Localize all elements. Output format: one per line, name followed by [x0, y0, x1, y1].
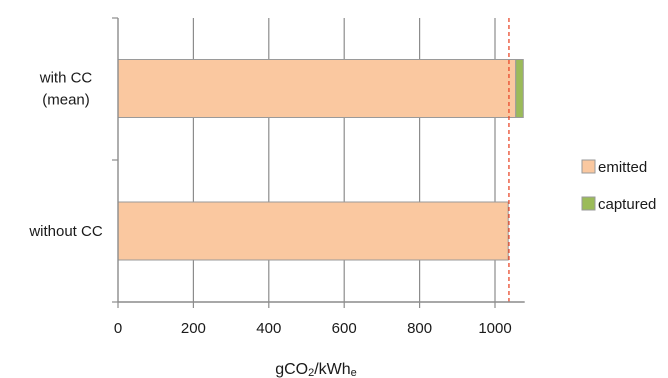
x-axis-label: gCO2/kWhe [275, 361, 357, 378]
bar-captured [515, 59, 524, 118]
category-label: (mean) [42, 92, 90, 109]
category-labels: with CC (mean) without CC [28, 70, 103, 241]
legend-swatch-captured [581, 196, 596, 211]
bars [117, 59, 524, 261]
axes [112, 17, 525, 308]
bar-emitted [117, 201, 509, 261]
legend: emitted captured [581, 159, 656, 213]
x-tick-label: 600 [332, 320, 357, 337]
legend-swatch-emitted [581, 159, 596, 174]
category-label: with CC [39, 70, 93, 87]
legend-label-captured: captured [598, 196, 656, 213]
bar-emitted [117, 59, 517, 118]
x-tick-label: 400 [256, 320, 281, 337]
category-label: without CC [28, 223, 103, 240]
x-tick-label: 200 [181, 320, 206, 337]
legend-label-emitted: emitted [598, 159, 647, 176]
x-tick-label: 1000 [478, 320, 511, 337]
x-tick-label: 0 [114, 320, 122, 337]
x-tick-label: 800 [407, 320, 432, 337]
x-tick-labels: 0 200 400 600 800 1000 [114, 320, 512, 337]
